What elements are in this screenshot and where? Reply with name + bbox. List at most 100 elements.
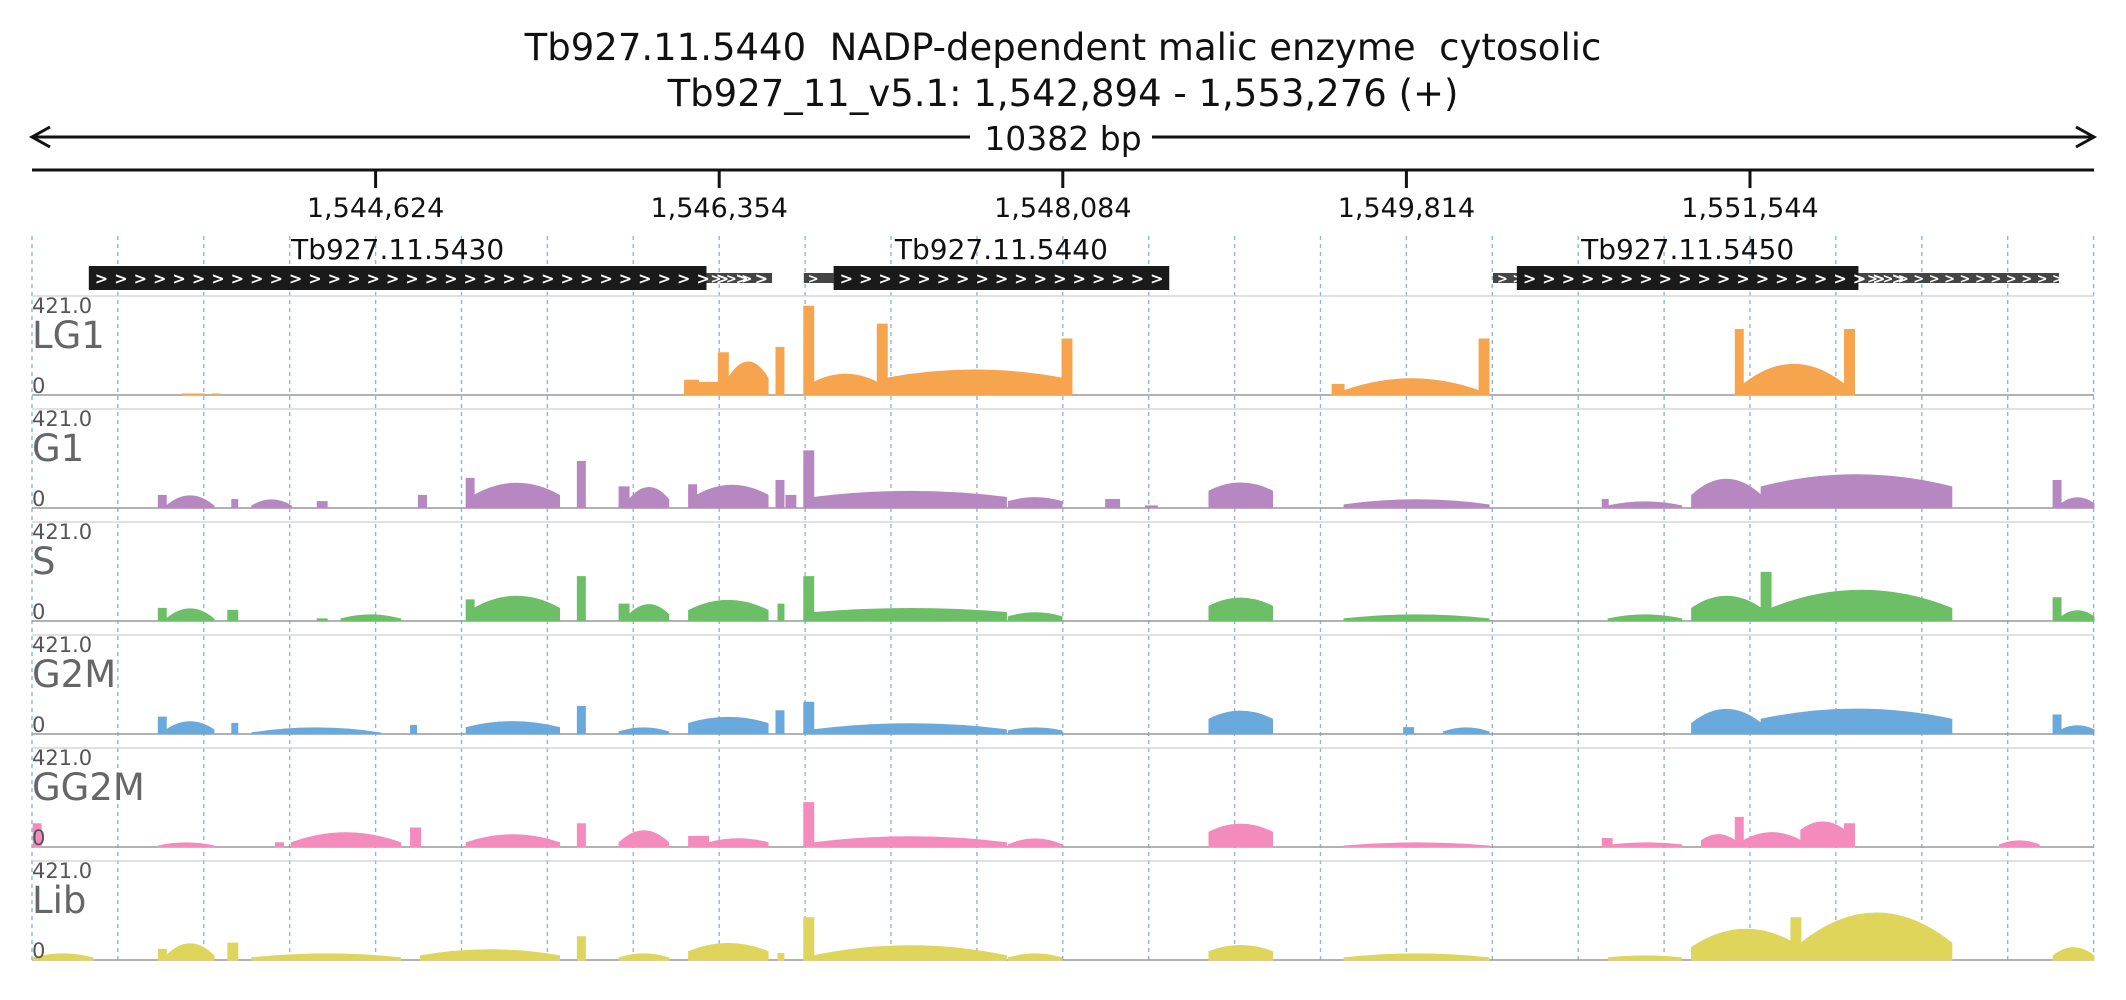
coverage-segment-S-4: [340, 614, 402, 622]
coverage-segment-Lib-4: [251, 953, 402, 961]
coverage-segment-GG2M-5: [465, 834, 561, 848]
gene-strand-arrows-0: >>>>>>>>>>>>>>>>>>>>>>>>>>>>>>>>>>>>>: [95, 269, 813, 288]
coverage-segment-GG2M-11: [813, 836, 1007, 848]
coverage-segment-GG2M-18: [1734, 816, 1744, 848]
track-G1: 421.0 0 G1: [32, 407, 2095, 511]
gene-utr-1: [803, 273, 834, 283]
coverage-segment-Lib-9: [777, 953, 785, 961]
ymax-label-4: 421.0: [32, 746, 92, 770]
coverage-segment-Lib-5: [419, 949, 561, 961]
coverage-segment-G2M-8: [688, 716, 769, 735]
coverage-segment-G1-9: [618, 486, 630, 509]
track-name-4: GG2M: [32, 766, 145, 809]
coverage-segment-GG2M-22: [1998, 840, 2040, 848]
coverage-segment-Lib-18: [1800, 912, 1953, 961]
coverage-segment-LG1-12: [1331, 383, 1345, 396]
coverage-segment-LG1-14: [1478, 338, 1490, 396]
coverage-segment-Lib-3: [227, 942, 239, 961]
coverage-segment-G1-7: [473, 482, 561, 509]
ymin-label-3: 0: [32, 713, 45, 737]
track-name-0: LG1: [32, 314, 105, 357]
coverage-segment-S-1: [165, 608, 215, 622]
coverage-segment-Lib-1: [157, 948, 167, 961]
gene-strand-arrows-2: >>>>>>>>>>>>>>>>>>>>: [1523, 269, 1911, 288]
coverage-segment-G1-11: [688, 484, 698, 509]
coverage-segment-GG2M-0: [32, 823, 42, 848]
span-label: 10382 bp: [984, 119, 1141, 158]
coverage-segment-LG1-9: [876, 323, 888, 396]
coverage-segment-G2M-16: [1691, 708, 1762, 735]
x-tick-label-3: 1,549,814: [1338, 193, 1475, 224]
coverage-segment-G2M-14: [1403, 727, 1415, 735]
coverage-segment-G1-16: [813, 490, 1007, 509]
coverage-segment-S-21: [2052, 597, 2062, 622]
coverage-segment-Lib-2: [165, 943, 215, 961]
gene-utr-0: [706, 273, 773, 283]
coverage-segment-Lib-14: [1343, 953, 1490, 961]
coverage-segment-LG1-16: [1742, 364, 1846, 396]
coverage-segment-S-8: [618, 603, 630, 622]
coverage-segment-S-9: [628, 604, 670, 622]
track-Lib: 421.0 0 Lib: [32, 859, 2095, 963]
coverage-segment-LG1-13: [1343, 378, 1480, 396]
coverage-segment-G1-21: [1343, 499, 1490, 509]
coverage-segment-G1-0: [157, 494, 167, 509]
gene-track: > > > >>>>>>>>>>>>>>>>>>>>>>>>>>>>>>>>>>…: [88, 233, 2094, 290]
coverage-segment-S-3: [316, 618, 328, 622]
x-tick-label-2: 1,548,084: [994, 193, 1131, 224]
track-name-5: Lib: [32, 879, 86, 922]
coverage-segment-GG2M-21: [1844, 823, 1855, 848]
track-S: 421.0 0 S: [32, 520, 2095, 624]
coverage-segment-S-13: [813, 608, 1007, 622]
coverage-segment-G1-12: [696, 484, 769, 509]
coverage-segment-Lib-17: [1790, 917, 1802, 961]
coverage-tracks: 421.00LG1421.00G1421.00S421.00G2M421.00G…: [32, 294, 2095, 963]
track-LG1: 421.0 0 LG1: [32, 294, 2094, 398]
coverage-segment-S-0: [157, 607, 167, 622]
coverage-segment-G1-24: [1691, 478, 1762, 509]
coverage-segment-LG1-6: [775, 346, 785, 396]
coverage-segment-S-14: [1007, 612, 1063, 622]
coverage-segment-G1-2: [231, 499, 239, 509]
position-axis: 1,544,624 1,546,354 1,548,084 1,549,814 1,55…: [32, 168, 2094, 224]
coverage-segment-Lib-6: [576, 936, 586, 961]
ymax-label-1: 421.0: [32, 407, 92, 431]
coverage-segment-LG1-17: [1844, 328, 1855, 396]
coverage-segment-G1-5: [418, 494, 427, 509]
ymin-label-2: 0: [32, 600, 45, 624]
coverage-segment-S-15: [1208, 597, 1274, 622]
coverage-segment-LG1-3: [684, 379, 700, 396]
coverage-segment-GG2M-1: [157, 842, 215, 848]
coverage-segment-G2M-11: [813, 723, 1007, 735]
track-G2M: 421.0 0 G2M: [32, 633, 2095, 737]
coverage-segment-LG1-0: [181, 393, 205, 396]
gene-utr-arrows-0: > > > >: [710, 272, 767, 287]
coverage-segment-Lib-15: [1607, 955, 1683, 961]
coverage-segment-G2M-3: [251, 727, 382, 735]
coverage-segment-G1-22: [1601, 499, 1609, 509]
coverage-segment-S-22: [2060, 610, 2095, 622]
ymin-label-5: 0: [32, 939, 45, 963]
coverage-segment-GG2M-15: [1601, 838, 1613, 848]
span-arrowhead-right: [2075, 125, 2098, 149]
coverage-segment-G1-23: [1607, 501, 1683, 509]
coverage-segment-GG2M-16: [1611, 842, 1683, 848]
coverage-segment-G1-10: [628, 486, 670, 509]
coverage-segment-GG2M-3: [290, 832, 402, 848]
track-GG2M: 421.0 0 GG2M: [32, 746, 2094, 850]
coverage-segment-GG2M-6: [576, 823, 586, 848]
coverage-segment-LG1-7: [803, 305, 815, 396]
coverage-segment-G2M-7: [618, 727, 670, 735]
coverage-segment-G2M-17: [1760, 708, 1953, 735]
coverage-segment-GG2M-2: [275, 842, 284, 848]
coverage-segment-G2M-4: [410, 725, 418, 735]
coverage-segment-G1-15: [803, 450, 815, 509]
coverage-segment-G1-17: [1007, 497, 1063, 509]
coverage-segment-G2M-19: [2060, 725, 2095, 735]
coverage-segment-G1-18: [1105, 499, 1121, 509]
coverage-segment-G2M-10: [803, 701, 815, 735]
coverage-segment-GG2M-20: [1800, 821, 1846, 848]
x-tick-label-4: 1,551,544: [1681, 193, 1818, 224]
coverage-segment-G1-4: [316, 501, 328, 509]
